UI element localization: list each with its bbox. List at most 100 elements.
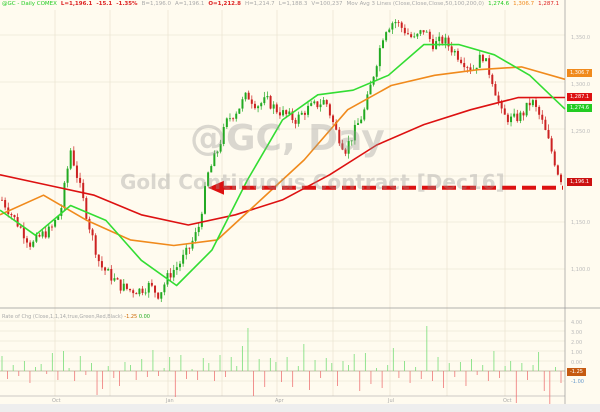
roc-label: Rate of Chg (Close,1,1,14,true,Green,Red… — [2, 314, 150, 320]
candle-body — [381, 40, 384, 49]
candle-body — [447, 37, 450, 47]
horizontal-scrollbar[interactable] — [0, 404, 600, 412]
candle-body — [247, 92, 250, 100]
candle-body — [69, 150, 72, 169]
bid: B=1,196.0 — [141, 1, 171, 7]
candle-body — [425, 31, 428, 33]
ma2-value: 1,306.7 — [513, 1, 535, 7]
candle-body — [197, 226, 200, 233]
candle-body — [406, 33, 409, 35]
roc-tick: 4.00 — [571, 320, 583, 326]
candle-body — [510, 116, 513, 123]
candle-body — [203, 185, 206, 214]
candle-body — [269, 96, 272, 109]
flag-roc: -1.25 — [567, 368, 586, 376]
candle-body — [260, 103, 263, 107]
candle-body — [4, 199, 7, 208]
candle-body — [303, 112, 306, 115]
candle-body — [460, 59, 463, 64]
candle-body — [485, 58, 488, 62]
x-tick: Jul — [388, 398, 395, 404]
chart-header: @GC - Daily COMEX L=1,196.1 -15.1 -1.35% B=1… — [2, 1, 563, 7]
candle-body — [47, 226, 50, 238]
candle-body — [104, 267, 107, 271]
candle-body — [325, 100, 328, 105]
candle-body — [210, 166, 213, 173]
flag-ma100: 1,306.7 — [567, 69, 593, 77]
high: H=1,214.7 — [244, 1, 275, 7]
candle-body — [519, 112, 522, 122]
x-tick: Apr — [275, 398, 284, 404]
candle-body — [310, 103, 313, 106]
candle-body — [307, 105, 310, 115]
roc-tick: 3.00 — [571, 330, 583, 336]
candle-body — [438, 36, 441, 42]
change: -15.1 — [96, 1, 113, 7]
candle-body — [313, 101, 316, 104]
candle-body — [506, 114, 509, 123]
candle-body — [463, 63, 466, 68]
candle-body — [122, 283, 125, 291]
candle-body — [213, 153, 216, 167]
candle-body — [200, 213, 203, 227]
candle-body — [294, 119, 297, 124]
candle-body — [494, 84, 497, 96]
roc-study: Rate of Chg (Close,1,1,14,true,Green,Red… — [2, 314, 123, 320]
x-tick: Jan — [166, 398, 174, 404]
candle-body — [547, 129, 550, 139]
candle-body — [385, 32, 388, 41]
candle-body — [38, 234, 41, 237]
candle-body — [388, 29, 391, 33]
x-tick: Oct — [503, 398, 512, 404]
candle-body — [469, 67, 472, 71]
candle-body — [119, 279, 122, 291]
candle-body — [100, 261, 103, 268]
candle-body — [135, 293, 138, 295]
candle-body — [332, 115, 335, 123]
candle-body — [503, 108, 506, 115]
candle-body — [97, 254, 100, 262]
candle-body — [207, 172, 210, 186]
candle-body — [322, 100, 325, 105]
candle-body — [453, 50, 456, 53]
last-price: L=1,196.1 — [60, 1, 93, 7]
candle-body — [191, 240, 194, 249]
candle-body — [378, 48, 381, 67]
roc-tick: 2.00 — [571, 340, 583, 346]
candle-body — [531, 100, 534, 106]
flag-ma200: 1,287.1 — [567, 93, 593, 101]
candle-body — [478, 54, 481, 68]
candle-body — [297, 114, 300, 124]
candle-body — [169, 273, 172, 278]
candle-body — [400, 22, 403, 28]
candle-body — [360, 119, 363, 124]
candle-body — [500, 101, 503, 109]
candle-body — [94, 235, 97, 255]
candle-body — [57, 215, 60, 220]
candle-body — [141, 288, 144, 293]
watermark-title: Gold Continuous Contract [Dec16] — [120, 170, 505, 194]
candle-body — [228, 118, 231, 120]
candle-body — [66, 168, 69, 183]
candle-body — [41, 231, 44, 237]
candle-body — [375, 66, 378, 77]
candle-body — [194, 232, 197, 241]
candle-body — [481, 54, 484, 62]
low: L=1,188.3 — [278, 1, 308, 7]
candle-body — [491, 74, 494, 85]
candle-body — [250, 99, 253, 104]
candle-body — [319, 104, 322, 108]
roc-zero: 0.00 — [138, 314, 150, 320]
candle-body — [144, 292, 147, 294]
y-tick: 1,300.0 — [571, 82, 591, 88]
candle-body — [285, 110, 288, 115]
candle-body — [282, 110, 285, 116]
candle-body — [160, 292, 163, 299]
flag-price: 1,196.1 — [567, 178, 593, 186]
roc-tick: -1.00 — [571, 379, 584, 385]
candle-body — [129, 288, 132, 291]
open: O=1,212.8 — [208, 1, 241, 7]
y-tick: 1,350.0 — [571, 35, 591, 41]
roc-tick: 0.00 — [571, 360, 583, 366]
